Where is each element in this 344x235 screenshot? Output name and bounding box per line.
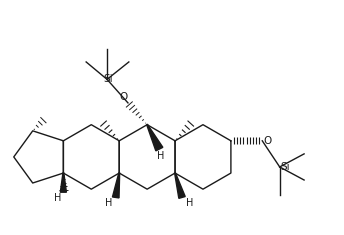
Text: H: H [185, 198, 193, 208]
Text: O: O [263, 136, 271, 146]
Polygon shape [147, 125, 163, 151]
Text: H: H [54, 193, 62, 203]
Polygon shape [112, 173, 120, 198]
Polygon shape [175, 173, 185, 198]
Text: O: O [119, 92, 128, 102]
Polygon shape [60, 173, 66, 192]
Text: Si: Si [103, 74, 113, 84]
Text: H: H [157, 151, 164, 161]
Text: H: H [105, 198, 112, 208]
Text: Si: Si [281, 162, 290, 172]
